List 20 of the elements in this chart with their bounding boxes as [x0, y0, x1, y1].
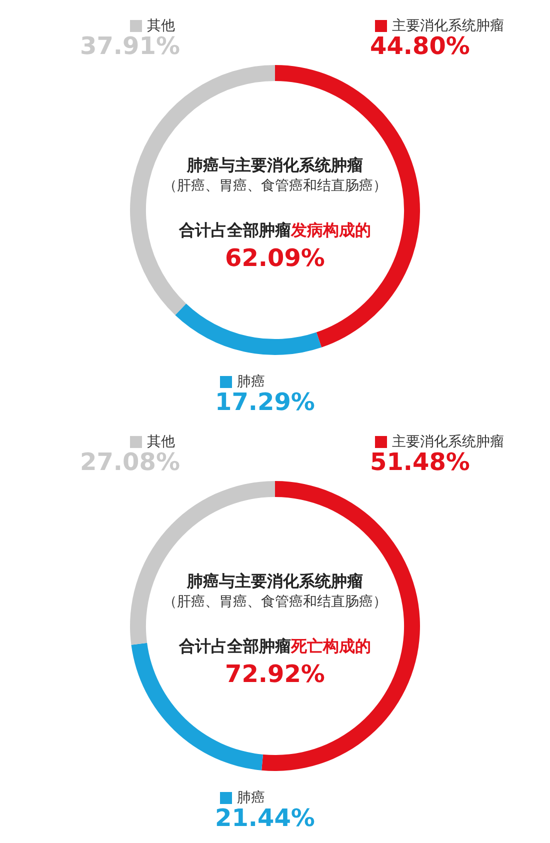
legend-label: 其他 [147, 18, 175, 34]
text: 合计占全部肿瘤 [178, 636, 291, 656]
text: 肺癌与主要消化系统肿瘤 [186, 572, 363, 590]
data-label: 51.48% [370, 448, 470, 476]
data-label: 17.29% [215, 388, 315, 416]
legend-label: 肺癌 [237, 374, 265, 390]
text: 72.92% [225, 660, 325, 688]
text: 62.09% [225, 244, 325, 272]
text: 死亡构成的 [290, 636, 371, 656]
legend-label: 主要消化系统肿瘤 [392, 434, 504, 450]
data-label: 21.44% [215, 804, 315, 832]
legend-label: 肺癌 [237, 790, 265, 806]
text: 发病构成的 [290, 220, 371, 240]
legend-label: 其他 [147, 434, 175, 450]
text: 肺癌与主要消化系统肿瘤 [186, 156, 363, 174]
text: 合计占全部肿瘤 [178, 220, 291, 240]
data-label: 44.80% [370, 32, 470, 60]
text: （肝癌、胃癌、食管癌和结直肠癌） [163, 178, 387, 194]
legend-label: 主要消化系统肿瘤 [392, 18, 504, 34]
text: （肝癌、胃癌、食管癌和结直肠癌） [163, 594, 387, 610]
